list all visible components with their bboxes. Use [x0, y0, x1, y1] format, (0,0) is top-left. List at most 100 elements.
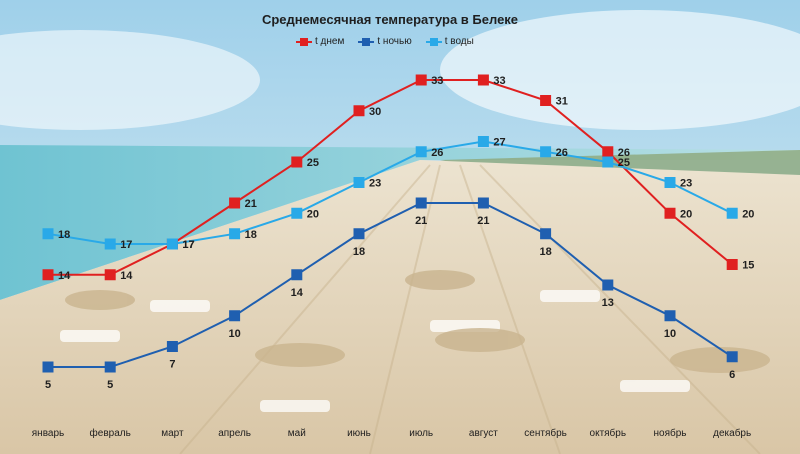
legend-item-water: t воды [425, 36, 474, 47]
data-label-water: 17 [120, 239, 132, 251]
chart-title: Среднемесячная температура в Белеке [261, 12, 519, 27]
data-point-day [229, 197, 241, 209]
x-tick-label: август [469, 428, 498, 439]
data-label-night: 10 [228, 328, 240, 340]
data-label-night: 13 [602, 297, 614, 309]
data-label-water: 27 [493, 137, 505, 149]
data-point-water [477, 136, 489, 147]
data-point-night [166, 341, 178, 352]
data-point-day [477, 74, 489, 86]
data-point-day [540, 95, 552, 106]
data-point-night [540, 228, 552, 240]
data-point-water [664, 177, 676, 188]
data-point-water [726, 207, 738, 219]
data-point-night [291, 269, 303, 281]
data-point-water [42, 228, 54, 240]
data-point-day [726, 259, 738, 270]
data-label-water: 23 [680, 178, 692, 190]
data-point-night [104, 361, 116, 373]
x-tick-label: октябрь [590, 427, 627, 439]
data-label-day: 33 [431, 75, 443, 87]
legend-label-water: t воды [444, 36, 474, 47]
data-point-night [415, 197, 427, 209]
data-label-water: 26 [556, 147, 568, 159]
data-point-water [166, 238, 178, 250]
data-point-night [353, 228, 365, 240]
data-point-water [291, 207, 303, 219]
data-point-water [540, 146, 552, 158]
x-tick-label: май [288, 428, 306, 439]
x-tick-label: ноябрь [654, 427, 687, 439]
data-point-water [415, 146, 427, 158]
data-label-water: 17 [182, 239, 194, 251]
series-line-day [48, 79, 733, 276]
data-label-night: 21 [477, 215, 489, 227]
data-point-day [353, 105, 365, 117]
data-point-day [415, 74, 427, 86]
data-label-night: 7 [169, 359, 175, 371]
x-tick-label: январь [32, 428, 64, 439]
x-tick-label: июль [409, 428, 433, 439]
legend-swatch-water [425, 37, 442, 46]
data-point-water [602, 156, 614, 168]
data-label-day: 21 [245, 198, 257, 210]
legend: t днем t ночью t воды [296, 36, 474, 47]
data-point-night [477, 197, 489, 209]
data-label-day: 14 [120, 270, 133, 282]
data-label-night: 14 [291, 287, 304, 299]
legend-swatch-night [358, 37, 375, 46]
data-point-night [664, 310, 676, 322]
data-label-day: 25 [307, 157, 319, 169]
legend-label-night: t ночью [377, 36, 412, 47]
data-point-night [726, 351, 738, 363]
x-tick-label: февраль [90, 427, 131, 439]
legend-label-day: t днем [315, 36, 345, 47]
data-label-night: 6 [729, 369, 735, 381]
data-label-water: 23 [369, 178, 381, 190]
data-label-night: 18 [353, 246, 365, 258]
data-point-night [42, 361, 54, 373]
data-point-day [42, 269, 54, 281]
data-point-day [291, 156, 303, 168]
data-label-water: 20 [307, 208, 319, 220]
data-label-night: 21 [415, 215, 427, 227]
data-label-day: 17 [182, 239, 194, 251]
series-line-night [48, 202, 733, 368]
data-label-day: 14 [58, 270, 71, 282]
data-point-day [664, 207, 676, 219]
legend-item-night: t ночью [358, 36, 412, 47]
data-point-night [602, 279, 614, 291]
x-tick-label: сентябрь [524, 427, 567, 439]
x-tick-label: декабрь [713, 427, 751, 439]
data-label-water: 20 [742, 208, 754, 220]
data-label-night: 10 [664, 328, 676, 340]
legend-swatch-day [296, 37, 312, 46]
data-label-day: 30 [369, 106, 381, 118]
data-point-water [353, 177, 365, 188]
x-tick-label: июнь [347, 428, 371, 439]
data-label-water: 25 [618, 157, 630, 169]
data-point-day [104, 269, 116, 281]
data-label-water: 26 [431, 147, 443, 159]
data-point-night [229, 310, 241, 322]
data-label-night: 5 [45, 379, 51, 391]
data-label-water: 18 [58, 229, 70, 241]
data-label-night: 18 [539, 246, 551, 258]
data-label-day: 26 [618, 147, 630, 159]
x-tick-label: апрель [218, 428, 251, 439]
data-label-day: 15 [742, 260, 754, 272]
data-label-night: 5 [107, 379, 113, 391]
series-line-water [47, 140, 733, 245]
data-point-day [602, 146, 614, 158]
data-point-water [104, 238, 116, 250]
x-tick-label: март [161, 428, 184, 439]
legend-item-day: t днем [296, 36, 344, 47]
data-label-day: 31 [556, 96, 568, 108]
data-label-water: 18 [245, 229, 257, 241]
data-point-water [229, 228, 241, 240]
data-label-day: 20 [680, 208, 692, 220]
data-label-day: 33 [493, 75, 505, 87]
